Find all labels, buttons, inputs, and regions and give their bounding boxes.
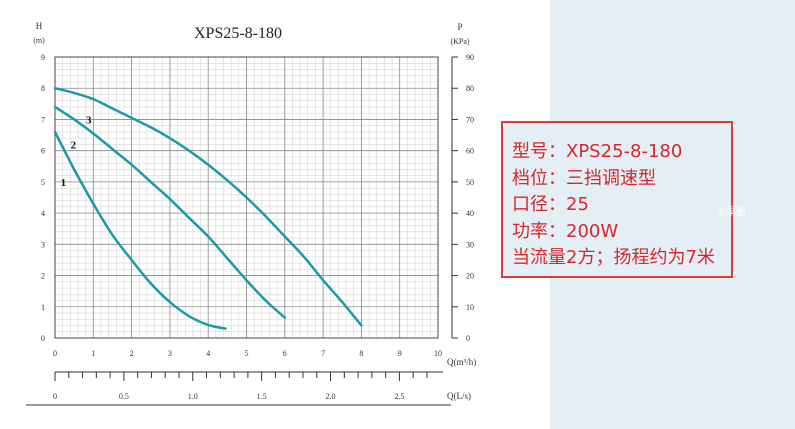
right-axis-label: P [457, 22, 462, 32]
right-tick-label: 0 [466, 334, 470, 343]
watermark: 水泵圈 [716, 207, 746, 218]
x2-tick-label: 2.5 [394, 392, 404, 401]
pump-curve-chart: XPS25-8-180 H (m) P (KPa) Q(m³/h) Q(L/s)… [26, 21, 476, 406]
x-tick-label: 9 [398, 349, 402, 358]
right-tick-label: 50 [466, 178, 474, 187]
x-tick-labels: 0 1 2 3 4 5 6 7 8 9 10 [53, 349, 442, 358]
right-tick-label: 40 [466, 209, 474, 218]
y-tick-label: 6 [41, 147, 45, 156]
x2-tick-label: 0 [53, 392, 57, 401]
series-label-2: 2 [71, 139, 77, 151]
plot-border [54, 56, 439, 339]
spec-model: 型号：XPS25-8-180 [512, 141, 683, 162]
spec-note: 当流量2方；扬程约为7米 [512, 247, 715, 268]
right-tick-label: 90 [466, 53, 474, 62]
y-tick-label: 0 [41, 334, 45, 343]
curve-1 [53, 130, 227, 330]
curve-2 [53, 105, 287, 319]
spec-speed: 档位：三挡调速型 [512, 167, 656, 189]
right-tick-label: 10 [466, 303, 474, 312]
y-tick-label: 8 [41, 84, 45, 93]
series-label-1: 1 [61, 177, 67, 189]
x-tick-label: 10 [434, 349, 442, 358]
y-tick-label: 2 [41, 272, 45, 281]
plot-frame [54, 56, 453, 339]
x2-tick-label: 0.5 [119, 392, 129, 401]
x2-tick-label: 1.0 [188, 392, 198, 401]
series-labels: 1 2 3 [61, 114, 92, 188]
left-tick-labels: 0 1 2 3 4 5 6 7 8 9 [41, 53, 45, 343]
x-tick-label: 4 [206, 349, 210, 358]
x-tick-label: 0 [53, 349, 57, 358]
x2-tick-label: 1.5 [257, 392, 267, 401]
x-tick-label: 3 [168, 349, 172, 358]
y-tick-label: 5 [41, 178, 45, 187]
right-tick-label: 70 [466, 115, 474, 124]
x-tick-label: 5 [245, 349, 249, 358]
x-axis-label: Q(m³/h) [447, 357, 476, 367]
curves [53, 86, 363, 330]
x-tick-label: 8 [359, 349, 363, 358]
right-tick-label: 30 [466, 240, 474, 249]
y-tick-label: 1 [41, 303, 45, 312]
x2-tick-label: 2.0 [326, 392, 336, 401]
x2-axis-label: Q(L/s) [447, 391, 471, 401]
spec-power: 功率：200W [512, 220, 619, 242]
right-tick-labels: 0 10 20 30 40 50 60 70 80 90 [452, 53, 474, 343]
y-axis-label: H [36, 21, 43, 31]
chart-title: XPS25-8-180 [194, 25, 282, 42]
y-axis-unit: (m) [33, 36, 45, 45]
y-tick-label: 4 [41, 209, 45, 218]
spec-caliber: 口径：25 [512, 194, 589, 215]
right-tick-label: 20 [466, 272, 474, 281]
y-tick-label: 3 [41, 240, 45, 249]
series-label-3: 3 [86, 114, 92, 126]
x-tick-label: 2 [130, 349, 134, 358]
y-tick-label: 9 [41, 53, 45, 62]
y-tick-label: 7 [41, 115, 45, 124]
x2-axis: 0 0.5 1.0 1.5 2.0 2.5 [26, 371, 451, 406]
right-tick-label: 80 [466, 84, 474, 93]
x-tick-label: 7 [321, 349, 325, 358]
x-tick-label: 6 [283, 349, 287, 358]
x-tick-label: 1 [91, 349, 95, 358]
spec-box: 型号：XPS25-8-180 档位：三挡调速型 口径：25 功率：200W 当流… [501, 121, 733, 278]
curve-3 [53, 86, 363, 327]
right-tick-label: 60 [466, 147, 474, 156]
right-axis-unit: (KPa) [450, 37, 469, 46]
